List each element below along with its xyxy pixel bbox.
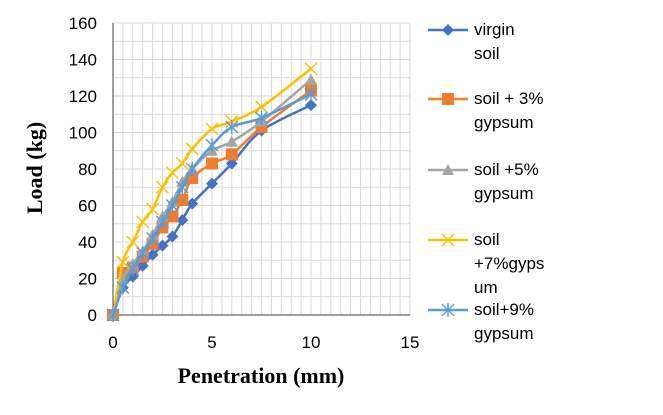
y-tick-label: 160 <box>69 14 97 33</box>
x-tick-label: 10 <box>302 333 321 352</box>
legend-label: soil <box>474 230 500 249</box>
data-point <box>166 210 179 223</box>
legend-swatch-marker <box>442 93 454 105</box>
legend-label: virgin <box>474 20 515 39</box>
data-point <box>155 214 170 229</box>
data-point <box>175 180 189 195</box>
data-point <box>156 239 169 252</box>
y-axis-title: Load (kg) <box>22 122 47 214</box>
data-point <box>205 138 219 153</box>
data-point <box>136 215 150 229</box>
series-5 <box>106 87 318 322</box>
data-point <box>126 262 140 277</box>
data-point <box>116 255 130 269</box>
series-group <box>106 62 318 322</box>
data-point <box>305 99 317 112</box>
data-point <box>185 142 199 156</box>
legend-label: soil + 3% <box>474 89 543 108</box>
data-point <box>126 235 140 249</box>
data-point <box>146 202 160 216</box>
data-point <box>305 73 317 85</box>
x-tick-label: 5 <box>207 333 216 352</box>
legend-label: +7%gyps <box>474 254 544 273</box>
data-point <box>205 122 219 136</box>
data-point <box>185 162 199 176</box>
y-tick-label: 120 <box>69 87 97 106</box>
axes <box>112 23 410 316</box>
legend-label: gypsum <box>474 324 534 343</box>
legend-item-5: soil+9% gypsum <box>428 300 534 343</box>
y-tick-label: 20 <box>78 270 97 289</box>
data-point <box>254 110 269 125</box>
legend-label: gypsum <box>474 184 534 203</box>
data-point <box>146 248 159 261</box>
legend-swatch-marker <box>442 24 454 36</box>
data-point <box>225 157 238 170</box>
y-tick-label: 80 <box>78 160 97 179</box>
data-point <box>225 148 238 161</box>
legend-swatch-marker <box>442 164 454 175</box>
data-point <box>186 197 199 210</box>
data-point <box>136 245 150 260</box>
data-point <box>255 121 268 134</box>
data-point <box>106 308 120 322</box>
legend-label: soil +5% <box>474 160 539 179</box>
y-tick-label: 0 <box>88 306 97 325</box>
y-tick-label: 140 <box>69 51 97 70</box>
legend-item-2: soil + 3% gypsum <box>428 89 543 132</box>
data-point <box>166 230 179 243</box>
y-tick-label: 60 <box>78 197 97 216</box>
x-axis-title: Penetration (mm) <box>178 363 345 388</box>
legend-label: gypsum <box>474 113 534 132</box>
data-point <box>116 280 130 295</box>
data-point <box>176 194 189 207</box>
legend-label: soil+9% <box>474 300 534 319</box>
data-point <box>206 157 218 170</box>
data-point <box>206 177 218 190</box>
data-point <box>225 120 239 135</box>
data-point <box>304 87 318 102</box>
legend-item-1: virgin soil <box>428 20 515 63</box>
legend-swatch-marker <box>441 233 455 247</box>
grid <box>113 22 411 315</box>
y-tick-label: 40 <box>78 233 97 252</box>
data-point <box>136 259 149 272</box>
data-point <box>304 62 318 76</box>
data-point <box>225 135 238 147</box>
data-point <box>254 100 269 114</box>
data-point <box>146 231 160 246</box>
legend-item-4: soil +7%gyps um <box>428 230 544 297</box>
legend-label: soil <box>474 44 500 63</box>
data-point <box>175 156 189 171</box>
data-point <box>155 180 170 194</box>
x-tick-label: 0 <box>108 333 117 352</box>
data-point <box>176 214 189 227</box>
tick-labels: 0 20 40 60 80 100 120 140 160 0 5 10 15 <box>69 14 420 352</box>
legend-swatch-marker <box>441 303 455 317</box>
legend-label: um <box>474 278 498 297</box>
data-point <box>165 198 179 213</box>
x-tick-label: 15 <box>401 333 420 352</box>
legend-item-3: soil +5% gypsum <box>428 160 539 203</box>
y-tick-label: 100 <box>69 124 97 143</box>
